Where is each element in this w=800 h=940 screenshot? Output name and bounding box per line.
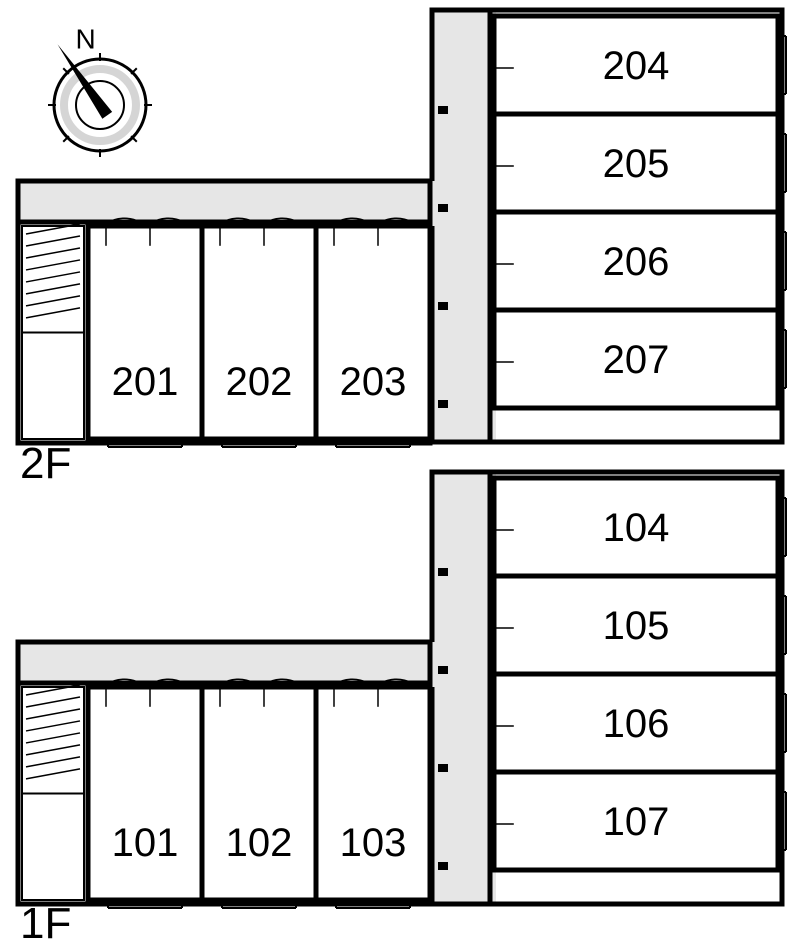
unit-201: 201 [88,218,202,447]
unit-202: 202 [202,218,316,447]
unit-label: 203 [340,360,407,404]
unit-203: 203 [316,218,430,447]
unit-label: 102 [226,821,293,865]
floor-label: 2F [20,439,71,488]
unit-label: 206 [603,240,670,284]
svg-text:N: N [76,23,96,54]
unit-102: 102 [202,679,316,908]
stair-icon [22,685,84,900]
unit-label: 101 [112,821,179,865]
unit-label: 201 [112,360,179,404]
unit-label: 104 [603,506,670,550]
unit-label: 202 [226,360,293,404]
stair-icon [22,224,84,439]
floor-plan-diagram: N 204 205 206 207 201 202 203 2F 104 105 106 107 101 1… [0,0,800,940]
unit-label: 207 [603,338,670,382]
unit-label: 106 [603,702,670,746]
unit-label: 204 [603,44,670,88]
unit-label: 107 [603,800,670,844]
unit-label: 103 [340,821,407,865]
unit-103: 103 [316,679,430,908]
unit-label: 205 [603,142,670,186]
unit-label: 105 [603,604,670,648]
unit-101: 101 [88,679,202,908]
floor-label: 1F [20,899,71,940]
